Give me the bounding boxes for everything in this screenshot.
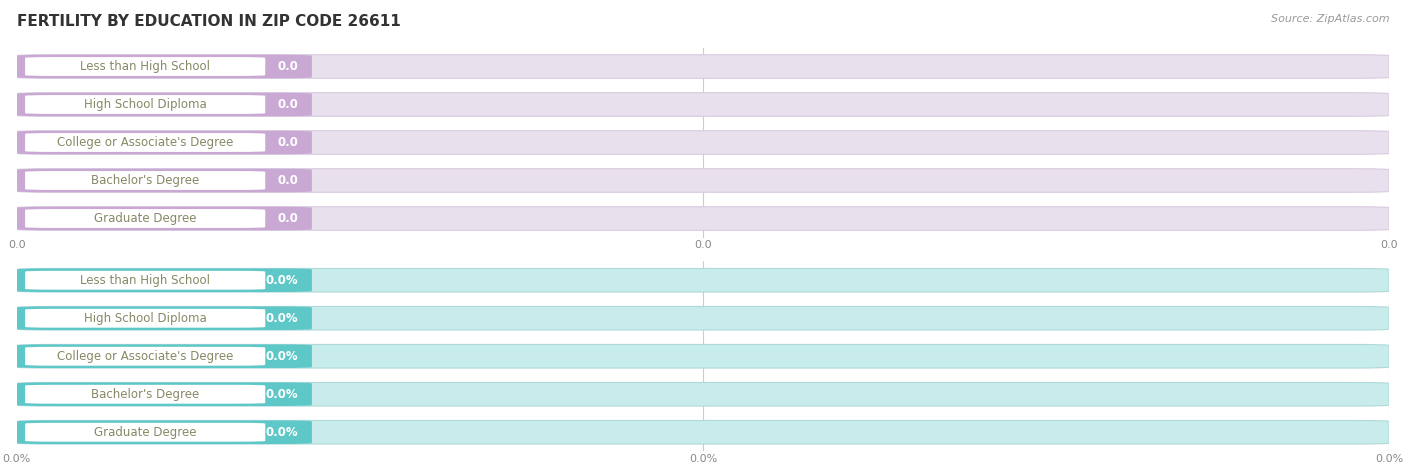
Text: Less than High School: Less than High School xyxy=(80,60,209,73)
Text: 0.0: 0.0 xyxy=(277,60,298,73)
Text: Source: ZipAtlas.com: Source: ZipAtlas.com xyxy=(1271,14,1389,24)
FancyBboxPatch shape xyxy=(17,382,1389,406)
Text: Bachelor's Degree: Bachelor's Degree xyxy=(91,174,200,187)
Text: High School Diploma: High School Diploma xyxy=(84,312,207,325)
Text: Bachelor's Degree: Bachelor's Degree xyxy=(91,388,200,401)
Text: 0.0: 0.0 xyxy=(277,212,298,225)
FancyBboxPatch shape xyxy=(17,131,312,154)
FancyBboxPatch shape xyxy=(17,131,1389,154)
Text: 0.0%: 0.0% xyxy=(266,388,298,401)
Text: 0.0%: 0.0% xyxy=(266,274,298,287)
FancyBboxPatch shape xyxy=(25,385,266,404)
FancyBboxPatch shape xyxy=(17,268,1389,292)
FancyBboxPatch shape xyxy=(25,423,266,442)
FancyBboxPatch shape xyxy=(25,309,266,328)
Text: 0.0: 0.0 xyxy=(277,98,298,111)
FancyBboxPatch shape xyxy=(25,95,266,114)
FancyBboxPatch shape xyxy=(17,93,1389,116)
FancyBboxPatch shape xyxy=(17,306,312,330)
Text: FERTILITY BY EDUCATION IN ZIP CODE 26611: FERTILITY BY EDUCATION IN ZIP CODE 26611 xyxy=(17,14,401,29)
Text: 0.0%: 0.0% xyxy=(266,350,298,363)
FancyBboxPatch shape xyxy=(17,268,312,292)
FancyBboxPatch shape xyxy=(17,420,1389,444)
FancyBboxPatch shape xyxy=(17,93,312,116)
FancyBboxPatch shape xyxy=(17,344,1389,368)
Text: College or Associate's Degree: College or Associate's Degree xyxy=(58,136,233,149)
FancyBboxPatch shape xyxy=(17,55,1389,78)
FancyBboxPatch shape xyxy=(17,420,312,444)
Text: 0.0: 0.0 xyxy=(277,174,298,187)
FancyBboxPatch shape xyxy=(25,209,266,228)
FancyBboxPatch shape xyxy=(25,347,266,366)
FancyBboxPatch shape xyxy=(17,207,312,230)
FancyBboxPatch shape xyxy=(17,169,312,192)
FancyBboxPatch shape xyxy=(17,306,1389,330)
Text: 0.0: 0.0 xyxy=(277,136,298,149)
Text: Graduate Degree: Graduate Degree xyxy=(94,426,197,439)
FancyBboxPatch shape xyxy=(17,382,312,406)
Text: 0.0%: 0.0% xyxy=(266,312,298,325)
FancyBboxPatch shape xyxy=(17,344,312,368)
Text: College or Associate's Degree: College or Associate's Degree xyxy=(58,350,233,363)
FancyBboxPatch shape xyxy=(17,55,312,78)
Text: Graduate Degree: Graduate Degree xyxy=(94,212,197,225)
FancyBboxPatch shape xyxy=(17,207,1389,230)
FancyBboxPatch shape xyxy=(17,169,1389,192)
Text: Less than High School: Less than High School xyxy=(80,274,209,287)
FancyBboxPatch shape xyxy=(25,171,266,190)
FancyBboxPatch shape xyxy=(25,133,266,152)
Text: High School Diploma: High School Diploma xyxy=(84,98,207,111)
FancyBboxPatch shape xyxy=(25,57,266,76)
FancyBboxPatch shape xyxy=(25,271,266,290)
Text: 0.0%: 0.0% xyxy=(266,426,298,439)
